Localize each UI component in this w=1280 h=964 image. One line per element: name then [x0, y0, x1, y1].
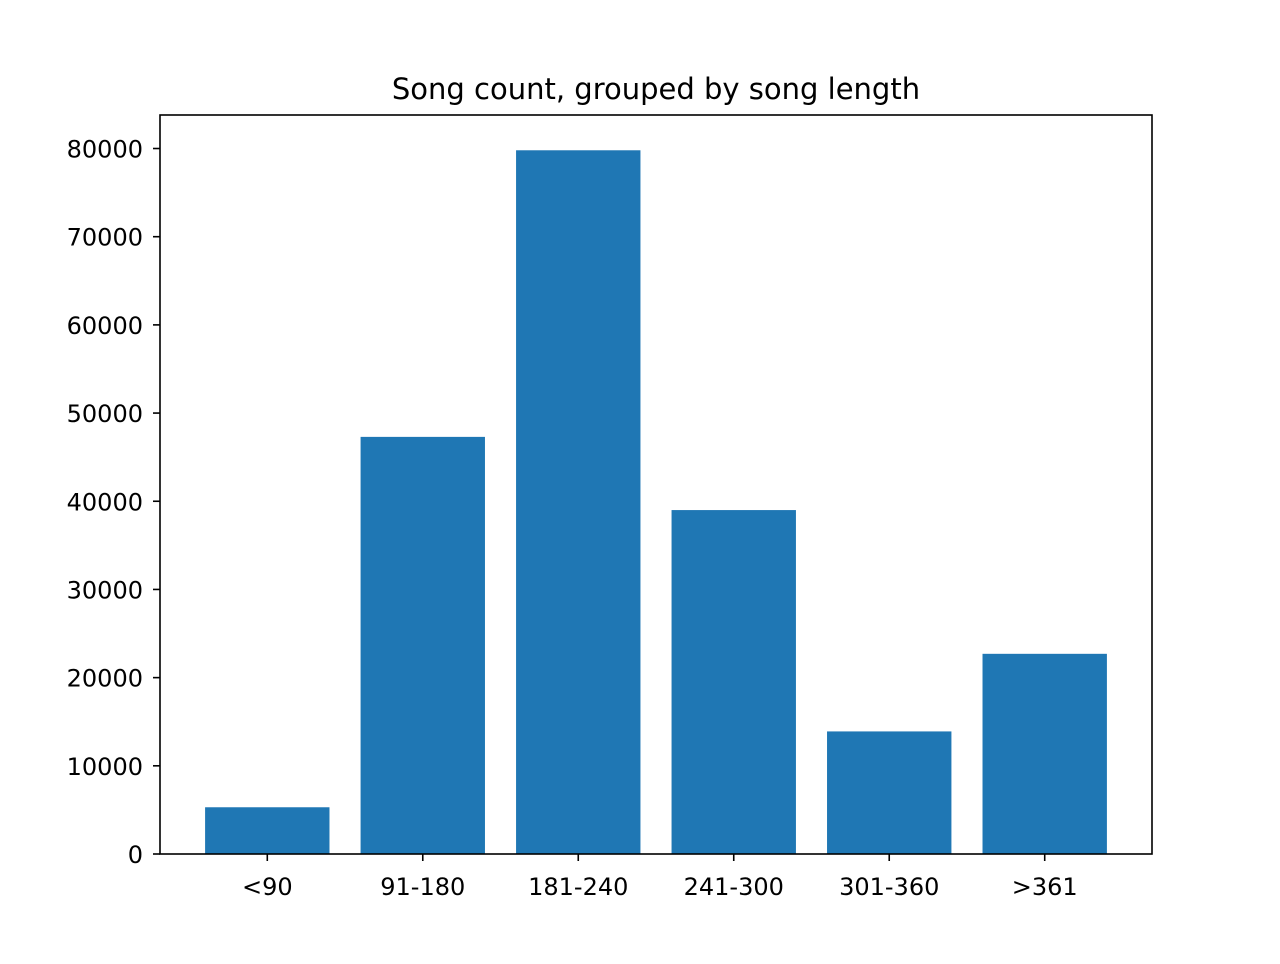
y-tick-label: 10000 — [67, 753, 143, 781]
x-tick-label: 301-360 — [839, 873, 939, 901]
y-tick-label: 70000 — [67, 224, 143, 252]
bar-4 — [671, 510, 796, 854]
y-tick-label: 50000 — [67, 400, 143, 428]
bar-2 — [360, 436, 485, 854]
y-tick-label: 0 — [128, 841, 143, 869]
y-tick-label: 30000 — [67, 576, 143, 604]
bar-6 — [982, 653, 1107, 854]
x-tick-label: >361 — [1012, 873, 1078, 901]
bar-1 — [205, 807, 330, 854]
x-tick-label: 241-300 — [684, 873, 784, 901]
x-tick-label: <90 — [242, 873, 293, 901]
x-tick-label: 181-240 — [528, 873, 628, 901]
bars-group — [205, 150, 1107, 854]
chart-title: Song count, grouped by song length — [392, 72, 920, 106]
y-tick-label: 20000 — [67, 665, 143, 693]
bar-3 — [516, 150, 641, 854]
bar-5 — [827, 731, 952, 854]
y-tick-label: 40000 — [67, 488, 143, 516]
axes-group: <90 91-180 181-240 241-300 301-360 >361 0 10000… — [67, 136, 1078, 901]
plot-frame — [159, 114, 1153, 855]
y-tick-label: 80000 — [67, 136, 143, 164]
y-tick-label: 60000 — [67, 312, 143, 340]
x-tick-label: 91-180 — [380, 873, 465, 901]
